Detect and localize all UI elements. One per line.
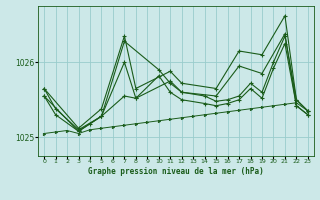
X-axis label: Graphe pression niveau de la mer (hPa): Graphe pression niveau de la mer (hPa) — [88, 167, 264, 176]
